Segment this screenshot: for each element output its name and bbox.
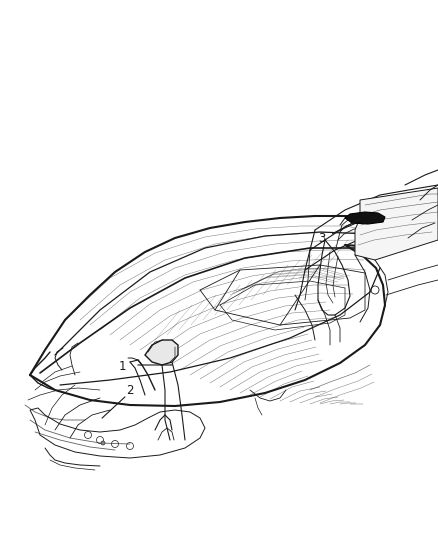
Polygon shape [355,188,438,260]
Polygon shape [345,212,385,224]
Text: 3: 3 [318,231,326,245]
Text: 1: 1 [118,360,126,374]
Polygon shape [145,340,178,365]
Circle shape [101,441,105,445]
Text: 2: 2 [126,384,134,397]
